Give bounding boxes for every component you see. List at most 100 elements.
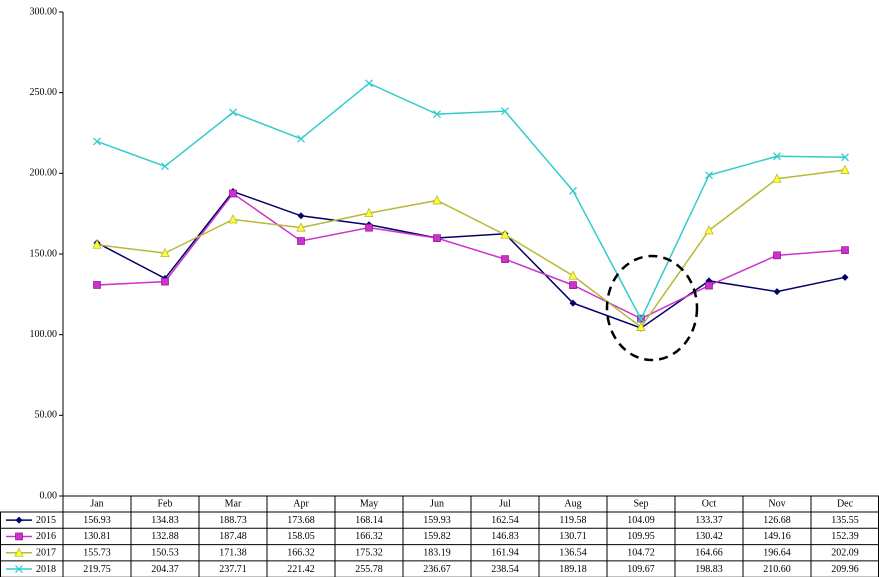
table-cell: 210.60 <box>763 564 791 575</box>
y-tick-label: 150.00 <box>30 248 58 259</box>
table-cell: 164.66 <box>695 548 723 559</box>
table-cell: 134.83 <box>151 515 179 526</box>
marker <box>840 164 850 174</box>
marker <box>841 246 849 254</box>
y-tick-label: 100.00 <box>30 329 58 340</box>
marker <box>568 270 578 280</box>
table-cell: 219.75 <box>83 564 111 575</box>
marker <box>636 321 646 331</box>
table-cell: 168.14 <box>355 515 383 526</box>
marker <box>297 237 305 245</box>
marker <box>15 516 23 524</box>
x-tick-label: Apr <box>293 498 309 509</box>
marker <box>501 255 509 263</box>
marker <box>93 281 101 289</box>
table-cell: 133.37 <box>695 515 723 526</box>
marker <box>773 152 781 161</box>
table-cell: 158.05 <box>287 531 315 542</box>
table-cell: 156.93 <box>83 515 111 526</box>
table-cell: 237.71 <box>219 564 247 575</box>
x-tick-label: Sep <box>634 498 649 509</box>
marker <box>637 315 645 324</box>
table-cell: 119.58 <box>559 515 586 526</box>
marker <box>296 222 306 232</box>
legend-label: 2017 <box>36 548 56 559</box>
marker <box>569 186 577 195</box>
table-cell: 135.55 <box>831 515 859 526</box>
y-tick-label: 300.00 <box>30 6 58 17</box>
table-cell: 196.64 <box>763 548 791 559</box>
legend-label: 2018 <box>36 564 56 575</box>
table-cell: 132.88 <box>151 531 179 542</box>
marker <box>161 277 169 286</box>
table-cell: 171.38 <box>219 548 247 559</box>
y-tick-label: 0.00 <box>40 490 58 501</box>
table-cell: 159.82 <box>423 531 451 542</box>
marker <box>569 299 577 307</box>
series-line <box>96 82 846 321</box>
legend-label: 2015 <box>36 515 56 526</box>
marker <box>772 173 782 183</box>
table-cell: 209.96 <box>831 564 859 575</box>
y-tick-label: 200.00 <box>30 168 58 179</box>
x-tick-label: Jul <box>499 498 511 509</box>
marker <box>432 195 442 205</box>
marker <box>160 247 170 258</box>
marker <box>841 273 849 281</box>
table-cell: 126.68 <box>763 515 791 526</box>
marker <box>161 162 169 171</box>
table-cell: 236.67 <box>423 564 451 575</box>
x-tick-label: Jun <box>430 498 444 509</box>
marker <box>365 79 373 88</box>
series-line <box>96 169 846 329</box>
marker <box>433 110 441 119</box>
x-tick-label: Mar <box>225 498 242 509</box>
table-cell: 238.54 <box>491 564 519 575</box>
marker <box>705 171 713 180</box>
marker <box>501 107 509 116</box>
marker <box>93 137 101 146</box>
x-tick-label: Aug <box>564 498 581 509</box>
marker <box>500 229 510 239</box>
marker <box>229 189 237 198</box>
table-cell: 188.73 <box>219 515 247 526</box>
marker <box>229 108 237 117</box>
table-cell: 161.94 <box>491 548 519 559</box>
highlight-ellipse <box>605 254 699 362</box>
table-cell: 159.93 <box>423 515 451 526</box>
table-cell: 155.73 <box>83 548 111 559</box>
table-cell: 204.37 <box>151 564 179 575</box>
marker <box>433 234 441 242</box>
table-cell: 152.39 <box>831 531 859 542</box>
table-cell: 150.53 <box>151 548 179 559</box>
table-cell: 104.72 <box>627 548 655 559</box>
table-cell: 130.81 <box>83 531 111 542</box>
x-tick-label: Oct <box>702 498 717 509</box>
marker <box>841 153 849 162</box>
table-cell: 198.83 <box>695 564 723 575</box>
table-cell: 221.42 <box>287 564 315 575</box>
marker <box>14 547 24 557</box>
marker <box>773 251 781 260</box>
table-cell: 109.67 <box>627 564 655 575</box>
table-cell: 183.19 <box>423 548 451 559</box>
marker <box>773 288 781 296</box>
table-cell: 175.32 <box>355 548 383 559</box>
table-cell: 189.18 <box>559 564 587 575</box>
table-cell: 255.78 <box>355 564 383 575</box>
marker <box>92 239 102 249</box>
marker <box>569 281 577 289</box>
x-tick-label: Feb <box>158 498 173 509</box>
table-cell: 130.71 <box>559 531 587 542</box>
x-tick-label: Jan <box>90 498 103 509</box>
table-cell: 146.83 <box>491 531 519 542</box>
x-tick-label: May <box>360 498 378 509</box>
series-line <box>96 190 846 329</box>
table-cell: 136.54 <box>559 548 587 559</box>
table-cell: 166.32 <box>355 531 383 542</box>
y-tick-label: 250.00 <box>30 87 58 98</box>
table-cell: 187.48 <box>219 531 247 542</box>
table-cell: 202.09 <box>831 548 859 559</box>
table-cell: 130.42 <box>695 531 723 542</box>
